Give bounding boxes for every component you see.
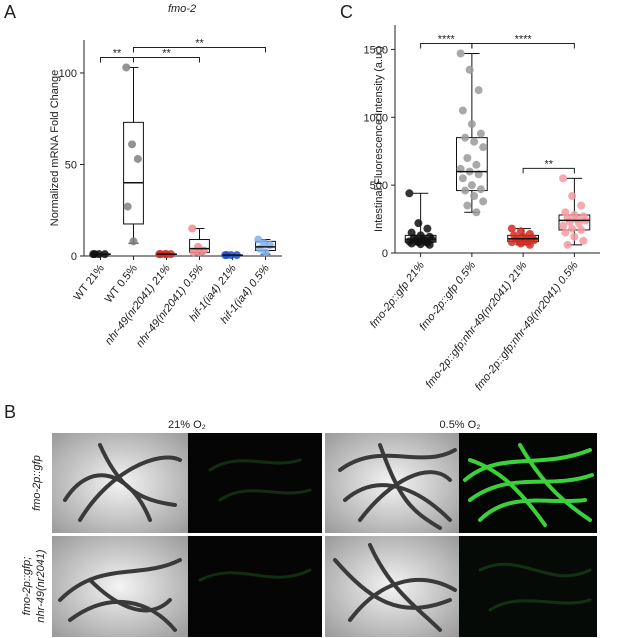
significance-label: ** — [113, 47, 122, 59]
data-point — [195, 248, 204, 257]
y-axis-label: Normalized mRNA Fold Change — [49, 70, 61, 227]
data-point — [128, 140, 137, 149]
panel-label: A — [4, 2, 16, 22]
data-point — [470, 192, 479, 200]
y-axis-label: Intestinal Fluorescence Intensity (a.u.) — [373, 46, 385, 232]
significance-bracket — [471, 43, 575, 49]
x-tick-label: fmo-2p::gfp 0.5% — [417, 259, 478, 333]
data-point — [474, 86, 483, 95]
y-tick-label: 1500 — [364, 44, 388, 56]
significance-bracket — [522, 167, 575, 174]
data-point — [559, 221, 568, 230]
data-point — [405, 189, 414, 198]
x-tick-label: fmo-2p::gfp 21% — [368, 259, 427, 330]
significance-bracket — [133, 56, 200, 63]
x-tick-label: fmo-2p::gfp;nhr-49(nr2041) 0.5% — [473, 259, 581, 393]
row-label: nhr-49(nr2041) — [35, 549, 47, 623]
data-point — [525, 240, 534, 249]
y-tick-label: 0 — [71, 251, 77, 263]
data-point — [476, 129, 485, 138]
data-point — [407, 239, 416, 248]
data-point — [565, 217, 574, 226]
row-label: fmo-2p::gfp — [31, 455, 43, 511]
chart-title: fmo-2 — [168, 3, 196, 15]
y-tick-label: 500 — [370, 180, 388, 192]
data-point — [129, 237, 138, 246]
data-point — [122, 63, 131, 72]
y-tick-label: 100 — [59, 68, 77, 80]
x-tick-label: fmo-2p::gfp;nhr-49(nr2041) 21% — [423, 259, 529, 390]
data-point — [568, 224, 577, 233]
data-point — [458, 106, 467, 115]
data-point — [463, 201, 472, 210]
data-point — [423, 224, 432, 233]
data-point — [414, 219, 423, 228]
y-tick-label: 1000 — [364, 112, 388, 124]
micrographs — [52, 433, 597, 637]
data-point — [461, 133, 470, 142]
y-tick-label: 0 — [382, 248, 388, 260]
data-point — [467, 120, 476, 129]
significance-label: ** — [544, 158, 553, 170]
panel-label: B — [4, 402, 16, 422]
data-point — [577, 225, 586, 234]
data-point — [561, 228, 570, 237]
significance-label: ** — [195, 37, 204, 49]
data-point — [579, 236, 588, 245]
data-point — [261, 248, 270, 257]
significance-label: **** — [438, 34, 456, 46]
data-point — [570, 232, 579, 241]
panel-label: C — [340, 2, 353, 22]
data-point — [458, 174, 467, 183]
data-point — [461, 186, 470, 195]
y-tick-label: 50 — [65, 159, 77, 171]
data-point — [416, 240, 425, 249]
significance-bracket — [133, 46, 266, 53]
data-point — [456, 49, 465, 58]
data-point — [188, 224, 197, 233]
data-point — [476, 185, 485, 194]
box — [456, 137, 488, 192]
data-point — [507, 238, 516, 247]
data-point — [472, 160, 481, 169]
data-point — [463, 154, 472, 162]
data-point — [568, 192, 577, 200]
data-point — [254, 235, 263, 244]
data-point — [479, 197, 488, 206]
data-point — [425, 240, 434, 249]
row-label: fmo-2p::gfp; — [21, 557, 33, 616]
column-label: 21% O₂ — [168, 419, 206, 431]
data-point — [133, 154, 142, 163]
significance-label: ** — [162, 47, 171, 59]
data-point — [265, 241, 274, 250]
significance-label: **** — [515, 34, 533, 46]
data-point — [516, 239, 525, 248]
data-point — [467, 181, 476, 190]
data-point — [465, 65, 474, 74]
data-point — [189, 248, 198, 257]
data-point — [563, 240, 572, 249]
data-point — [472, 208, 481, 217]
data-point — [470, 137, 479, 146]
data-point — [559, 174, 568, 183]
data-point — [577, 201, 586, 210]
data-point — [507, 224, 516, 233]
column-label: 0.5% O₂ — [440, 419, 481, 431]
data-point — [123, 202, 132, 211]
data-point — [479, 143, 488, 152]
box — [123, 121, 144, 225]
x-tick-label: WT 21% — [72, 262, 107, 303]
